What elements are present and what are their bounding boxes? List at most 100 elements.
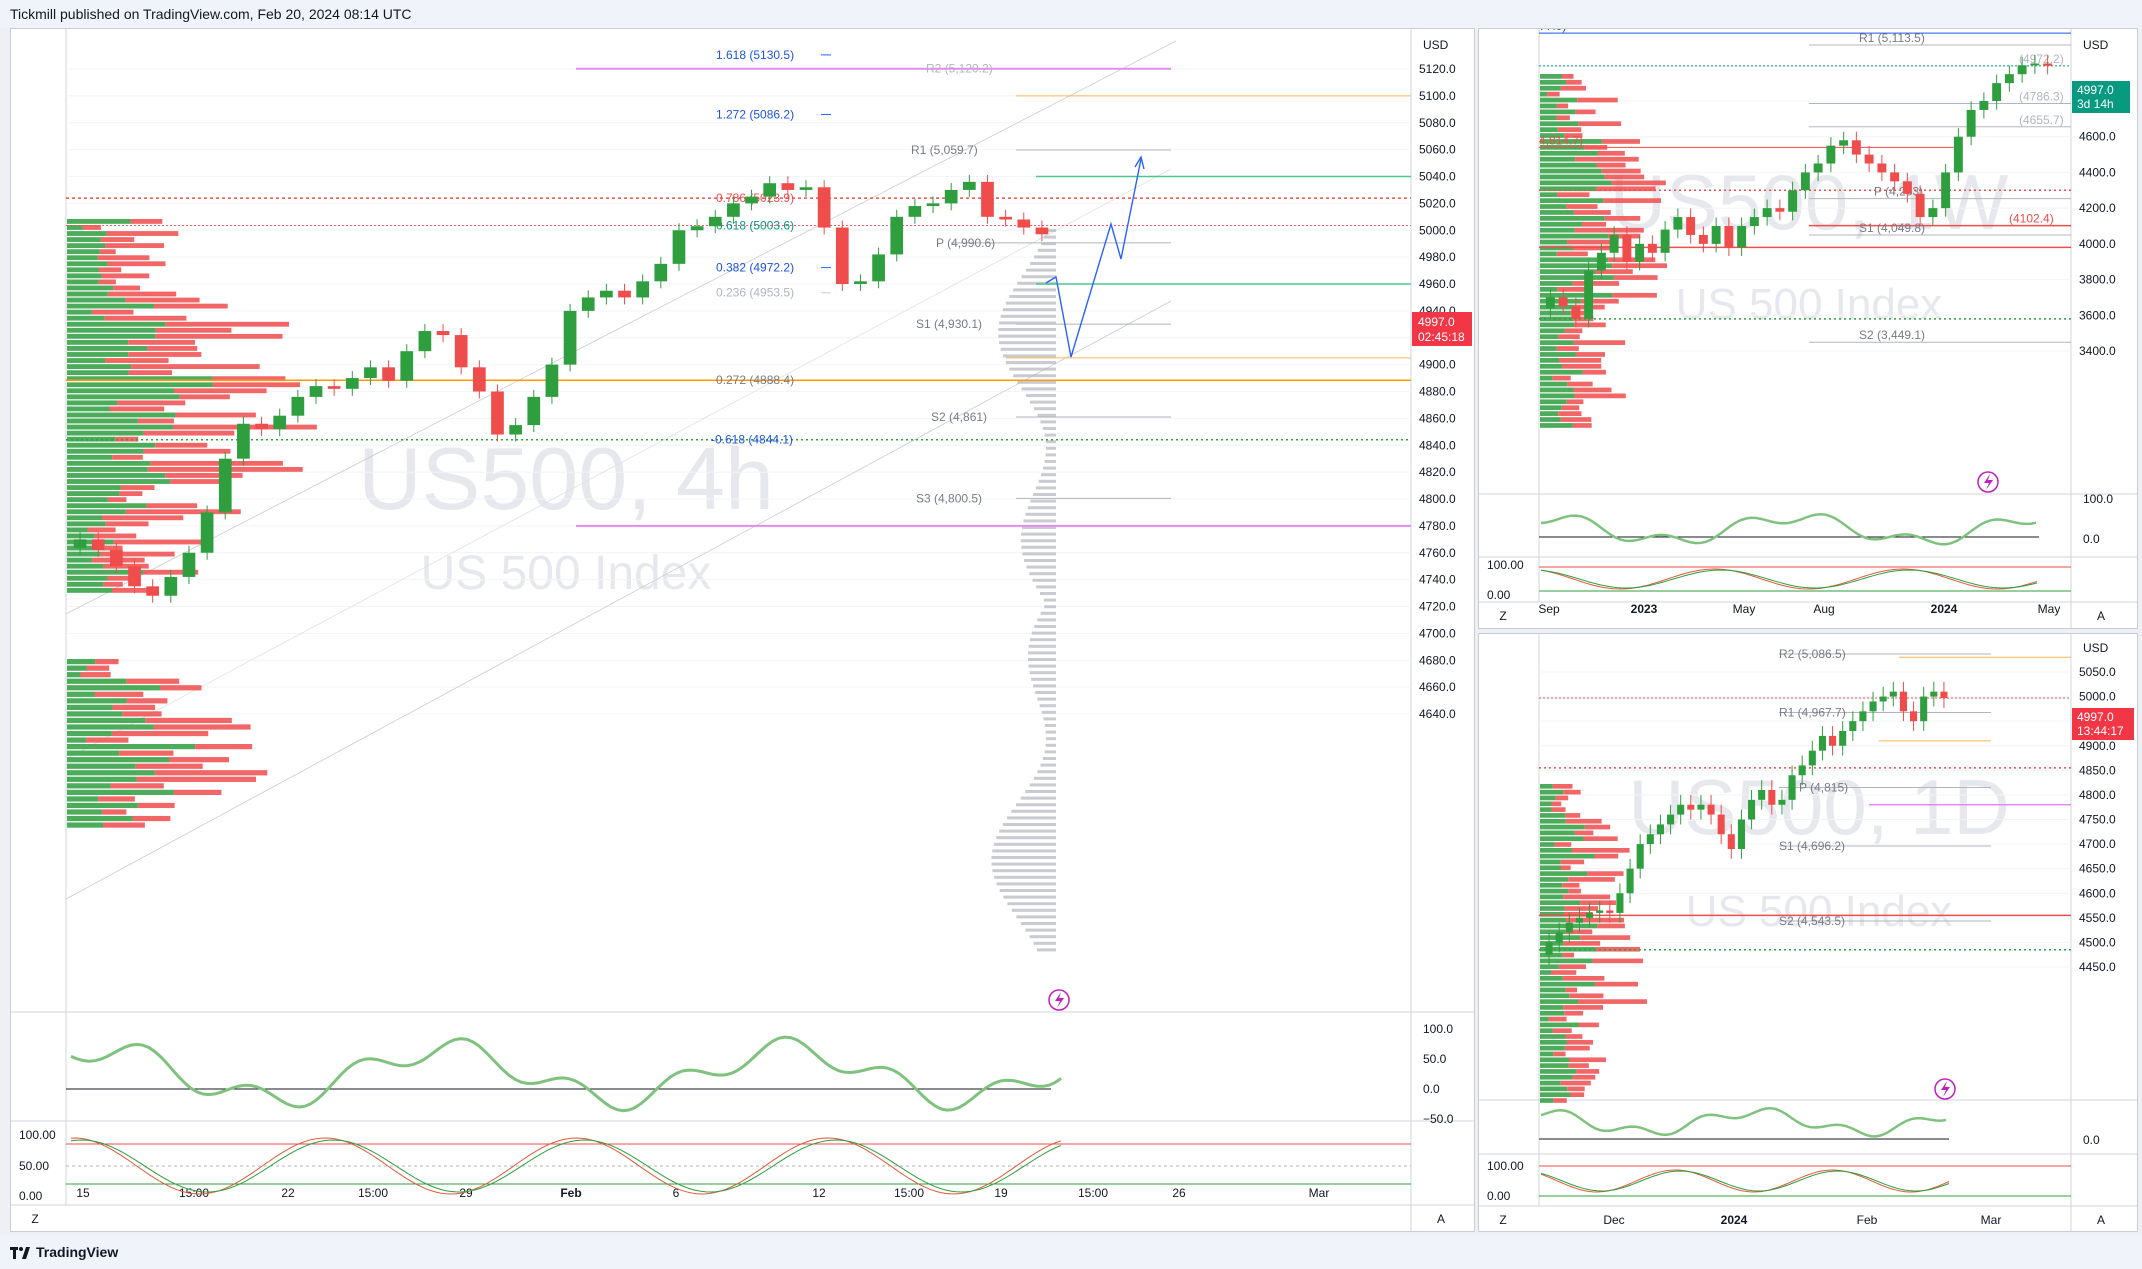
- main-candle: [817, 187, 831, 228]
- daily-vp-sell: [1568, 1063, 1589, 1068]
- main-vp-sell: [125, 509, 241, 515]
- main-vp-sell: [98, 279, 116, 285]
- main-z-button[interactable]: Z: [25, 1209, 45, 1229]
- weekly-candle: [1877, 163, 1887, 173]
- main-vp-sell: [103, 581, 123, 587]
- weekly-vp-sell: [1613, 275, 1658, 280]
- main-level-label: R2 (5,120.2): [926, 62, 993, 76]
- main-vp-session: [1016, 803, 1056, 807]
- main-vp-buy: [67, 267, 99, 273]
- main-volume-profile: [67, 219, 1056, 952]
- weekly-price-badge: [2072, 81, 2130, 113]
- main-vp-session: [1029, 783, 1056, 787]
- main-vp-session: [1016, 915, 1056, 919]
- main-vp-sell: [111, 587, 151, 593]
- main-vp-sell: [100, 551, 175, 557]
- daily-osc2-tick: 100.00: [1487, 1159, 1524, 1173]
- daily-vp-buy: [1540, 830, 1575, 836]
- main-vp-buy: [67, 527, 88, 533]
- main-vp-sell: [119, 750, 174, 756]
- weekly-candle: [1622, 234, 1632, 262]
- main-vp-session: [1044, 433, 1056, 437]
- main-lightning-icon[interactable]: [1048, 989, 1070, 1011]
- main-vp-buy: [67, 575, 108, 581]
- weekly-a-button[interactable]: A: [2091, 606, 2111, 626]
- daily-oscillators: 0.0 100.00 0.00: [1487, 1106, 2100, 1203]
- main-oscillators: 100.0 50.0 0.0 −50.0 100.00 50.00 0.00: [19, 1022, 1454, 1203]
- main-candle: [962, 181, 976, 190]
- main-vp-sell: [153, 303, 228, 309]
- main-candle: [400, 351, 414, 381]
- main-vp-sell: [170, 479, 232, 484]
- daily-candle: [1555, 932, 1563, 943]
- weekly-chart-svg[interactable]: US500, 1W US 500 Index (5209.1)77.0)R1 (…: [1479, 29, 2138, 629]
- main-price-tick: 4740.0: [1419, 573, 1456, 587]
- main-candle: [200, 512, 214, 553]
- main-vp-buy: [67, 704, 113, 710]
- main-price-tick: 4880.0: [1419, 385, 1456, 399]
- main-vp-sell: [153, 724, 251, 730]
- weekly-currency-label: USD: [2083, 38, 2109, 52]
- daily-chart-panel[interactable]: US500, 1D US 500 Index R2 (5,086.5) R1 (4…: [1478, 633, 2138, 1232]
- main-time-tick: 15:00: [894, 1186, 924, 1200]
- main-candle: [944, 189, 958, 204]
- weekly-level-label: 77.0): [1539, 29, 1566, 33]
- main-chart-panel[interactable]: US500, 4h US 500 Index 1.618 (5130.5) R2 …: [10, 28, 1475, 1232]
- weekly-vp-buy: [1540, 316, 1574, 322]
- main-vp-sell: [104, 545, 123, 551]
- weekly-vp-buy: [1540, 168, 1602, 174]
- daily-candle: [1667, 814, 1675, 825]
- daily-price-tick: 4550.0: [2079, 911, 2116, 925]
- weekly-candle: [2017, 65, 2027, 75]
- main-vp-buy: [67, 442, 156, 448]
- main-vp-sell: [111, 730, 209, 737]
- daily-candle: [1899, 691, 1907, 712]
- daily-vp-buy: [1540, 912, 1564, 917]
- main-vp-buy: [67, 346, 148, 351]
- daily-a-button[interactable]: A: [2091, 1210, 2111, 1230]
- main-vp-session: [1020, 796, 1056, 800]
- main-vp-session: [1043, 717, 1056, 721]
- weekly-lightning-icon[interactable]: [1977, 471, 1999, 493]
- weekly-candle: [1915, 193, 1925, 218]
- main-vp-session: [1033, 941, 1056, 945]
- daily-z-button[interactable]: Z: [1493, 1210, 1513, 1230]
- weekly-vp-sell: [1608, 257, 1656, 263]
- weekly-z-button[interactable]: Z: [1493, 606, 1513, 626]
- daily-vp-sell: [1567, 1086, 1585, 1092]
- weekly-vp-sell: [1557, 192, 1590, 198]
- main-chart-svg[interactable]: US500, 4h US 500 Index 1.618 (5130.5)R2 …: [11, 29, 1475, 1232]
- main-vp-buy: [67, 717, 146, 724]
- weekly-candle: [1788, 190, 1798, 212]
- daily-chart-svg[interactable]: US500, 1D US 500 Index R2 (5,086.5) R1 (4…: [1479, 634, 2138, 1232]
- main-channel-mid: [65, 168, 1172, 760]
- main-a-button[interactable]: A: [1431, 1209, 1451, 1229]
- main-vp-sell: [128, 352, 202, 357]
- main-candle: [182, 552, 196, 577]
- weekly-chart-panel[interactable]: US500, 1W US 500 Index (5209.1)77.0)R1 (…: [1478, 28, 2138, 629]
- weekly-vp-buy: [1540, 150, 1598, 156]
- daily-candle: [1727, 834, 1735, 849]
- daily-vp-buy: [1540, 906, 1565, 911]
- main-vp-buy: [67, 424, 173, 430]
- main-vp-sell: [94, 691, 144, 697]
- main-candles: [73, 174, 1049, 603]
- main-level-label: S2 (4,861): [931, 410, 987, 424]
- main-vp-session: [1033, 776, 1056, 780]
- weekly-vp-sell: [1567, 381, 1593, 387]
- weekly-vp-buy: [1540, 375, 1553, 381]
- weekly-vp-buy: [1540, 210, 1574, 215]
- main-vp-buy: [67, 665, 87, 671]
- daily-vp-sell: [1576, 1069, 1600, 1074]
- main-osc2-tick: 100.00: [19, 1128, 56, 1142]
- main-z-label: Z: [31, 1212, 38, 1226]
- daily-vp-sell: [1594, 981, 1639, 987]
- weekly-candle: [2030, 63, 2040, 66]
- main-vp-buy: [67, 358, 106, 363]
- main-vp-session: [1025, 268, 1056, 272]
- main-vp-sell: [143, 448, 231, 454]
- main-vp-buy: [67, 333, 156, 339]
- daily-lightning-icon[interactable]: [1934, 1078, 1956, 1100]
- weekly-vp-sell: [1573, 340, 1626, 345]
- daily-price-axis: 5050.05000.04950.04900.04850.04800.04750…: [2079, 665, 2116, 974]
